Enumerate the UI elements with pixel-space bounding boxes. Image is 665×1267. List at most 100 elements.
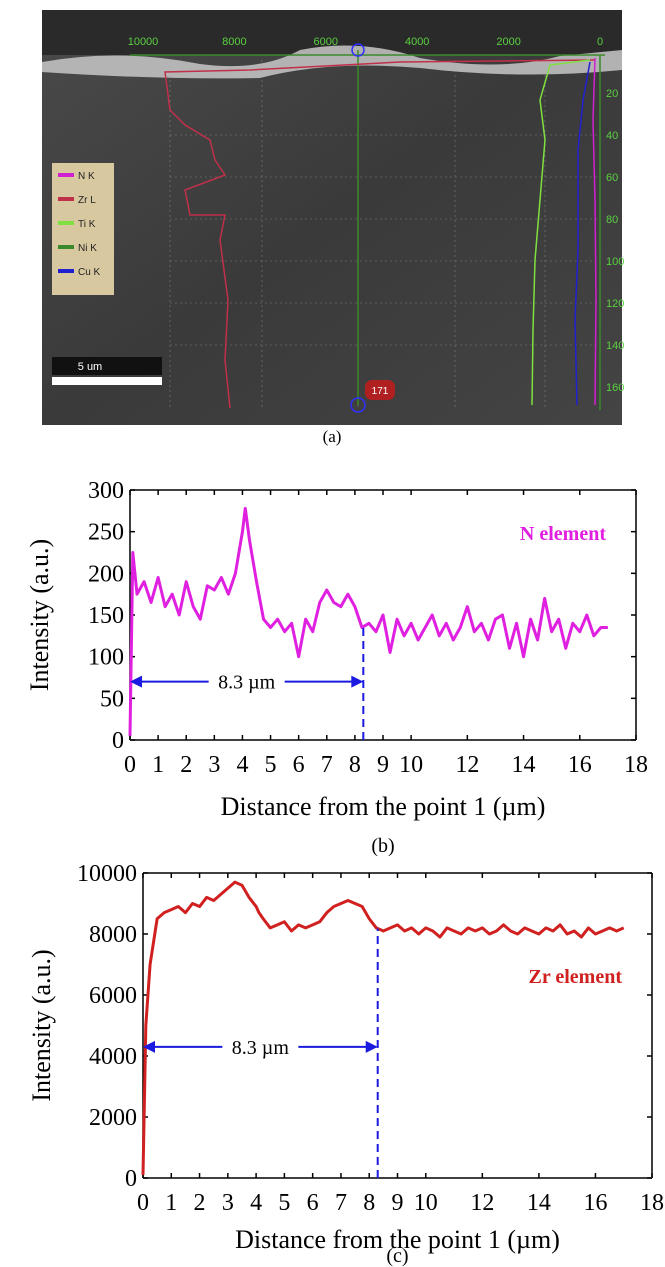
x-tick-label: 10 (414, 1190, 438, 1216)
x-tick-label: 7 (321, 752, 333, 778)
annotation-label: 8.3 µm (232, 1037, 290, 1059)
top-tick-label: 2000 (496, 36, 520, 48)
cu-profile (574, 61, 591, 406)
x-tick-label: 9 (392, 1190, 404, 1216)
end-marker (350, 397, 366, 413)
ti-profile (531, 59, 591, 406)
x-tick-label: 5 (278, 1190, 290, 1216)
x-tick-label: 18 (624, 752, 648, 778)
legend-label: N element (520, 523, 606, 545)
y-tick-label: 2000 (89, 1105, 137, 1131)
right-tick-label: 160 (606, 382, 624, 394)
y-tick-label: 100 (88, 645, 124, 671)
top-tick-label: 8000 (222, 36, 246, 48)
arrow-head (130, 675, 142, 688)
scale-bar-bg (52, 357, 162, 375)
top-tick-label: 0 (597, 36, 603, 48)
y-tick-label: 0 (125, 1166, 137, 1192)
legend-label: Cu K (78, 267, 101, 278)
x-tick-label: 5 (265, 752, 277, 778)
x-axis-label: Distance from the point 1 (µm) (235, 1225, 560, 1254)
caption: (c) (386, 1245, 408, 1267)
x-tick-label: 0 (137, 1190, 149, 1216)
label-bg (222, 1034, 299, 1059)
right-tick-label: 20 (606, 88, 618, 100)
caption: (a) (323, 427, 342, 446)
right-tick-label: 80 (606, 214, 618, 226)
x-tick-label: 7 (335, 1190, 347, 1216)
x-tick-label: 9 (377, 752, 389, 778)
zr-profile (164, 59, 596, 409)
legend-label: Ti K (78, 219, 96, 230)
x-tick-label: 8 (363, 1190, 375, 1216)
y-tick-label: 250 (88, 520, 124, 546)
y-tick-label: 8000 (89, 922, 137, 948)
axis-labels: 10000 8000 6000 4000 2000 0 20 40 60 80 100 120 140 1… (128, 36, 625, 394)
chart: 0 1 2 3 4 5 6 7 8 9 10 12 14 16 1802000400060008000100… (27, 861, 664, 1267)
x-tick-label: 18 (640, 1190, 664, 1216)
x-tick-label: 0 (124, 752, 136, 778)
y-tick-label: 6000 (89, 983, 137, 1009)
y-tick-label: 200 (88, 561, 124, 587)
x-tick-label: 3 (222, 1190, 234, 1216)
y-tick-label: 0 (112, 728, 124, 754)
x-tick-label: 3 (208, 752, 220, 778)
marker-label: 171 (372, 386, 389, 397)
x-tick-label: 6 (293, 752, 305, 778)
sem-image: 171 N K Zr L Ti K Ni K Cu K 5 um 10000 8000 60… (42, 10, 624, 425)
right-tick-label: 60 (606, 172, 618, 184)
legend: N K Zr L Ti K Ni K Cu K (58, 171, 101, 278)
legend-label: Zr L (78, 195, 96, 206)
data-line (128, 506, 608, 736)
surface-layer (42, 45, 622, 79)
x-tick-label: 1 (152, 752, 164, 778)
top-tick-label: 6000 (314, 36, 338, 48)
data-line (141, 880, 625, 1175)
right-tick-label: 120 (606, 298, 624, 310)
y-tick-label: 4000 (89, 1044, 137, 1070)
x-tick-label: 14 (527, 1190, 551, 1216)
start-marker (351, 43, 365, 57)
legend-label: N K (78, 171, 95, 182)
x-tick-label: 6 (307, 1190, 319, 1216)
right-tick-label: 100 (606, 256, 624, 268)
scale-bar (52, 377, 162, 385)
marker-badge (365, 380, 395, 400)
arrow-head (365, 1040, 378, 1053)
right-tick-label: 140 (606, 340, 624, 352)
y-tick-label: 150 (88, 603, 124, 629)
y-tick-label: 10000 (77, 861, 137, 887)
label-bg (208, 669, 285, 694)
x-tick-label: 8 (349, 752, 361, 778)
annotation-label: 8.3 µm (218, 672, 276, 694)
scale-bar-label: 5 um (78, 361, 102, 373)
n-profile (592, 57, 597, 406)
y-axis-label: Intensity (a.u.) (25, 539, 54, 691)
x-tick-label: 4 (250, 1190, 262, 1216)
arrow-head (143, 1040, 155, 1053)
x-tick-label: 10 (399, 752, 423, 778)
arrow-head (351, 675, 364, 688)
y-axis-label: Intensity (a.u.) (27, 949, 56, 1101)
x-tick-label: 16 (568, 752, 592, 778)
x-tick-label: 2 (180, 752, 192, 778)
top-tick-label: 4000 (405, 36, 429, 48)
right-tick-label: 40 (606, 130, 618, 142)
x-tick-label: 12 (455, 752, 479, 778)
x-tick-label: 14 (512, 752, 536, 778)
top-tick-label: 10000 (128, 36, 159, 48)
y-tick-label: 50 (100, 686, 124, 712)
x-tick-label: 4 (236, 752, 248, 778)
legend-label: Ni K (78, 243, 97, 254)
legend-label: Zr element (529, 966, 623, 988)
sem-background (42, 10, 622, 425)
x-axis-label: Distance from the point 1 (µm) (221, 792, 546, 821)
x-tick-label: 2 (194, 1190, 206, 1216)
x-tick-label: 16 (583, 1190, 607, 1216)
x-tick-label: 12 (470, 1190, 494, 1216)
chart: 0 1 2 3 4 5 6 7 8 9 10 12 14 16 18050100150200250300N … (25, 478, 648, 857)
plot-frame (142, 872, 653, 1179)
x-tick-label: 1 (165, 1190, 177, 1216)
y-tick-label: 300 (88, 478, 124, 504)
